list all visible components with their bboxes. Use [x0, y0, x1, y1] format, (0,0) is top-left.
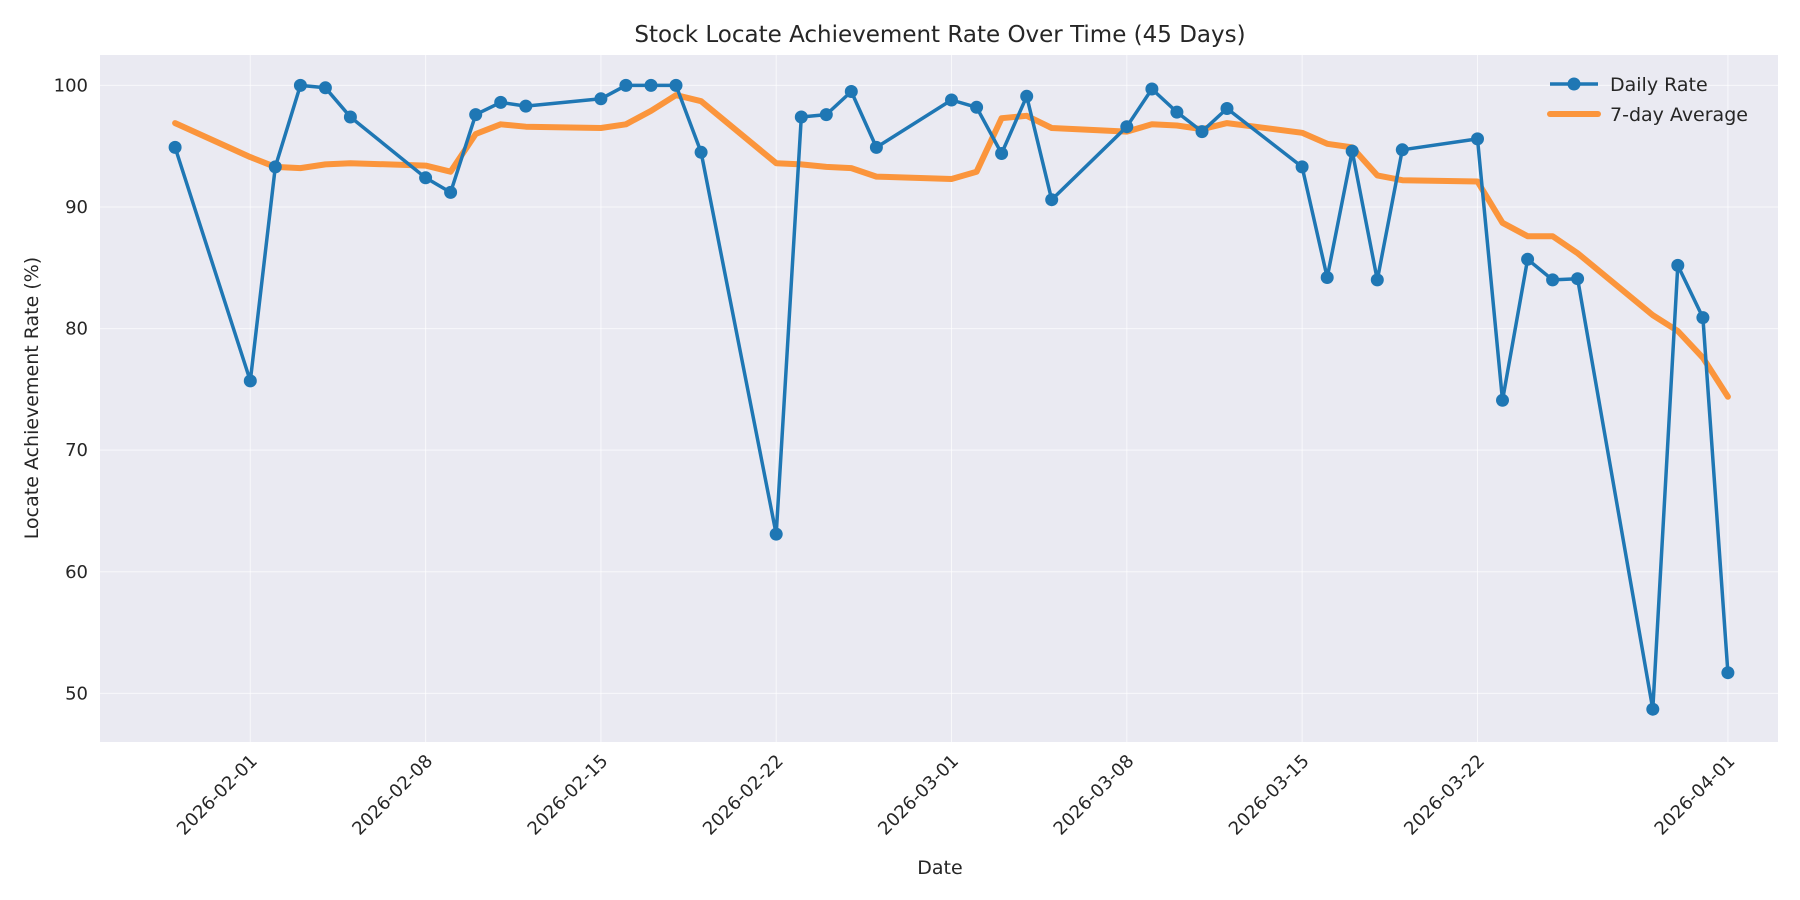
daily-rate-point: [1696, 311, 1710, 325]
daily-rate-point: [1120, 120, 1134, 134]
y-tick-label: 70: [65, 440, 88, 461]
series-layer: [168, 78, 1735, 716]
daily-rate-point: [970, 100, 984, 114]
legend-daily-rate-marker: [1567, 77, 1581, 91]
daily-rate-point: [444, 185, 458, 199]
daily-rate-point: [995, 147, 1009, 160]
daily-rate-point: [1646, 702, 1660, 716]
y-tick-label: 50: [65, 683, 88, 704]
daily-rate-point: [494, 95, 508, 109]
daily-rate-point: [1045, 193, 1059, 207]
daily-rate-point: [343, 110, 357, 124]
daily-rate-point: [293, 78, 307, 92]
daily-rate-point: [1395, 143, 1409, 157]
x-tick-label: 2026-02-15: [524, 751, 613, 840]
grid-lines: [100, 55, 1778, 742]
daily-rate-point: [1521, 252, 1535, 266]
y-tick-label: 100: [54, 75, 88, 96]
daily-rate-point: [1671, 258, 1685, 272]
daily-rate-point: [318, 81, 332, 95]
y-tick-label: 60: [65, 562, 88, 583]
daily-rate-point: [243, 374, 257, 388]
legend: Daily Rate 7-day Average: [1547, 74, 1748, 126]
x-tick-labels: 2026-02-01 2026-02-08 2026-02-15 2026-02-22…: [173, 751, 1739, 840]
daily-rate-point: [1471, 132, 1484, 146]
daily-rate-point: [694, 145, 708, 159]
daily-rate-point: [644, 78, 658, 92]
daily-rate-point: [594, 92, 608, 106]
daily-rate-point: [945, 93, 958, 107]
daily-rate-point: [769, 527, 783, 541]
daily-rate-point: [619, 78, 633, 92]
daily-rate-point: [519, 99, 533, 113]
daily-rate-point: [869, 140, 883, 154]
x-tick-label: 2026-02-01: [173, 751, 262, 840]
daily-rate-point: [268, 160, 282, 174]
daily-rate-point: [1370, 273, 1384, 287]
daily-rate-point: [1170, 105, 1184, 119]
daily-rate-point: [1220, 102, 1234, 115]
x-axis-label: Date: [917, 857, 962, 879]
daily-rate-point: [168, 140, 182, 154]
daily-rate-point: [1496, 393, 1509, 407]
legend-daily-rate-label: Daily Rate: [1610, 74, 1708, 96]
daily-rate-point: [844, 85, 858, 98]
daily-rate-point: [819, 108, 833, 122]
series-line-7-day-average: [172, 92, 1731, 400]
y-tick-label: 80: [65, 319, 88, 340]
daily-rate-point: [794, 110, 808, 124]
x-tick-label: 2026-03-22: [1400, 751, 1489, 840]
y-tick-labels: 50 60 70 80 90 100: [54, 75, 88, 704]
daily-rate-point: [1571, 272, 1585, 286]
daily-rate-point: [1320, 271, 1334, 284]
daily-rate-point: [1295, 160, 1309, 174]
legend-7-day-average-label: 7-day Average: [1610, 104, 1748, 126]
daily-rate-point: [1546, 273, 1560, 287]
daily-rate-point: [1020, 89, 1034, 103]
x-tick-label: 2026-03-01: [874, 751, 963, 840]
daily-rate-point: [1195, 125, 1209, 139]
plot-background: [100, 55, 1778, 742]
daily-rate-point: [1345, 144, 1359, 158]
daily-rate-point: [469, 108, 483, 122]
daily-rate-point: [669, 78, 683, 92]
daily-rate-point: [1145, 82, 1159, 96]
daily-rate-point: [419, 171, 433, 185]
x-tick-label: 2026-02-22: [699, 751, 788, 840]
y-tick-label: 90: [65, 197, 88, 218]
y-axis-label: Locate Achievement Rate (%): [21, 257, 43, 539]
chart-title: Stock Locate Achievement Rate Over Time …: [634, 22, 1245, 48]
daily-rate-point: [1721, 666, 1735, 680]
x-tick-label: 2026-04-01: [1651, 751, 1740, 840]
x-tick-label: 2026-02-08: [348, 751, 437, 840]
x-tick-label: 2026-03-08: [1050, 751, 1139, 840]
x-tick-label: 2026-03-15: [1225, 751, 1314, 840]
